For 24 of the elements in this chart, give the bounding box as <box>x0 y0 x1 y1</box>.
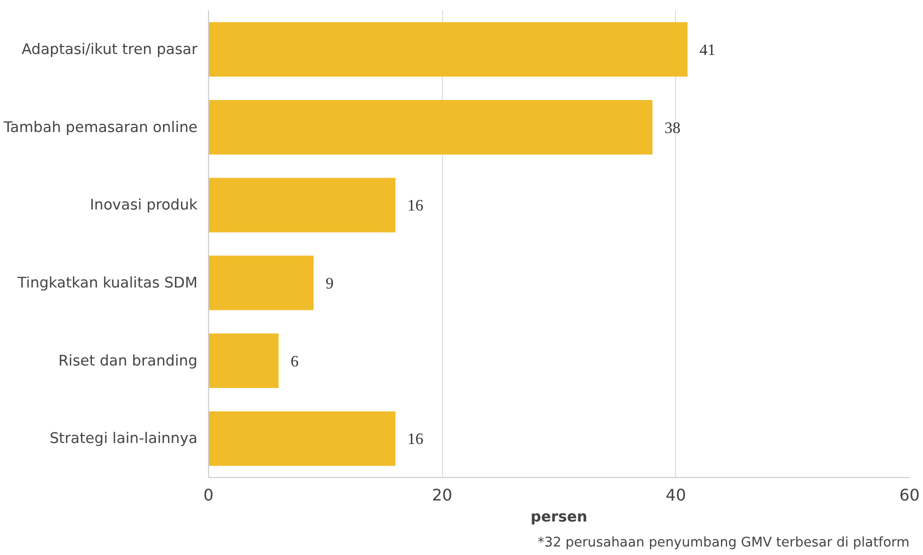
x-axis-title: persen <box>530 508 588 526</box>
x-tick-label: 0 <box>203 486 214 504</box>
bar <box>208 334 279 388</box>
bar <box>208 256 314 310</box>
x-tick-label: 60 <box>899 486 920 504</box>
y-tick-label: Tingkatkan kualitas SDM <box>16 274 198 292</box>
data-label: 16 <box>407 198 424 215</box>
bar <box>208 100 652 154</box>
bar <box>208 411 396 466</box>
data-label: 9 <box>326 275 334 292</box>
data-label: 41 <box>700 42 716 59</box>
y-tick-label: Inovasi produk <box>90 196 198 214</box>
y-tick-label: Strategi lain-lainnya <box>50 430 198 448</box>
text: *32 perusahaan penyumbang GMV terbesar di platform <box>538 536 910 550</box>
y-tick-label: Riset dan branding <box>58 352 198 370</box>
data-label: 16 <box>407 431 424 448</box>
data-label: 38 <box>664 120 680 137</box>
bar <box>208 22 688 77</box>
y-tick-label: Adaptasi/ikut tren pasar <box>22 40 198 58</box>
y-tick-label: Tambah pemasaran online <box>2 118 198 136</box>
bar <box>208 178 396 232</box>
data-label: 6 <box>290 353 299 370</box>
x-tick-label: 40 <box>666 486 686 504</box>
x-tick-label: 20 <box>432 486 452 504</box>
